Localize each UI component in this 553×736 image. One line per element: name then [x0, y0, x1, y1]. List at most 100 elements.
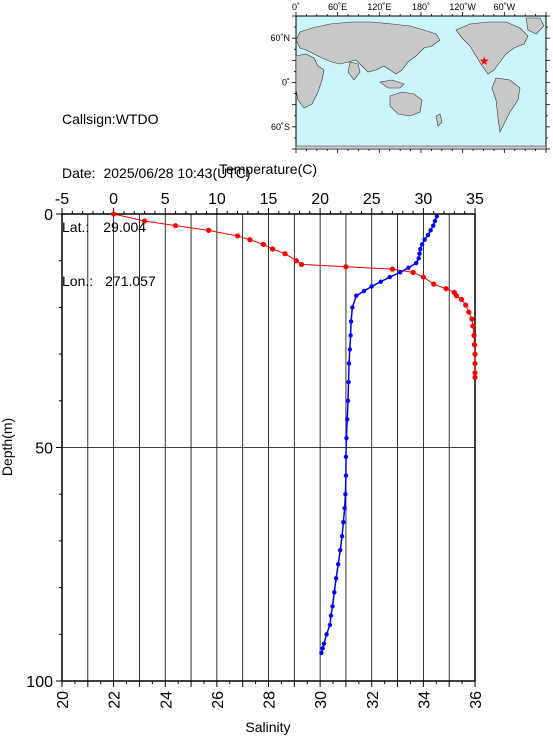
salinity-point — [378, 279, 383, 284]
salinity-point — [346, 361, 352, 366]
salinity-point — [347, 347, 353, 352]
salinity-point — [327, 622, 333, 628]
salinity-point — [321, 641, 327, 646]
temperature-tick-label: 0 — [109, 191, 118, 208]
salinity-tick-label: 32 — [365, 691, 382, 709]
salinity-point — [343, 454, 349, 460]
temperature-point — [142, 218, 148, 224]
land-north-america — [455, 21, 529, 75]
chart-frame — [56, 208, 476, 687]
salinity-point — [341, 520, 346, 525]
temperature-tick-label: 35 — [466, 191, 484, 208]
callsign-row: Callsign:WTDO — [62, 110, 251, 128]
date-value: 2025/06/28 10:43(UTC) — [103, 165, 251, 181]
salinity-point — [397, 270, 403, 275]
land-greenland — [525, 17, 545, 35]
salinity-series — [319, 214, 439, 656]
salinity-point — [333, 576, 339, 581]
position-star-icon: ★ — [479, 54, 490, 68]
land-new-zealand — [435, 113, 443, 127]
profile-chart: -5 0 5 10 15 20 25 30 35 20 22 24 26 28 30 32 34 36 0501… — [0, 161, 485, 735]
temperature-point — [472, 351, 478, 357]
date-row: Date: 2025/06/28 10:43(UTC) — [62, 164, 251, 182]
callsign-label: Callsign: — [62, 111, 116, 127]
lon-row: Lon.: 271.057 — [62, 272, 251, 290]
salinity-tick-label: 36 — [468, 691, 485, 709]
salinity-tick-label: 20 — [55, 691, 72, 709]
temperature-tick-label: 30 — [414, 191, 432, 208]
lat-label: Lat.: — [62, 219, 90, 235]
land-australia — [389, 91, 423, 117]
depth-tick-label: 50 — [35, 441, 53, 458]
salinity-tick-label: 28 — [262, 691, 279, 709]
map-frame — [292, 12, 550, 153]
salinity-tick-labels: 20 22 24 26 28 30 32 34 36 — [55, 691, 485, 709]
salinity-tick-label: 24 — [158, 691, 175, 709]
depth-axis-label: Depth(m) — [0, 418, 15, 476]
salinity-point — [342, 506, 347, 511]
map-lat-label: 0˚ — [282, 78, 290, 88]
map-lon-label: 180˚ — [412, 2, 430, 12]
temperature-point — [234, 233, 241, 239]
salinity-point — [361, 288, 367, 294]
temperature-point — [471, 332, 477, 339]
map-lon-label: 120˚W — [449, 2, 476, 12]
land-africa — [295, 53, 325, 109]
salinity-point — [338, 548, 343, 553]
salinity-point — [419, 242, 425, 247]
salinity-point — [346, 379, 351, 385]
temperature-series — [111, 211, 478, 381]
temperature-tick-label: -5 — [55, 191, 69, 208]
salinity-point — [348, 319, 354, 324]
temperature-tick-label: 10 — [208, 191, 226, 208]
salinity-point — [369, 284, 374, 289]
salinity-point — [354, 293, 359, 298]
salinity-axis-label: Salinity — [245, 719, 290, 735]
date-label: Date: — [62, 165, 96, 181]
salinity-point — [345, 417, 350, 422]
salinity-point — [319, 650, 324, 656]
map-lon-labels: 0˚ 60˚E 120˚E 180˚ 120˚W 60˚W — [292, 2, 516, 12]
temperature-point — [247, 237, 253, 243]
map-lon-label: 0˚ — [292, 2, 300, 12]
temperature-point — [206, 227, 212, 233]
temperature-point — [282, 251, 288, 257]
salinity-point — [344, 435, 349, 441]
salinity-point — [428, 228, 433, 233]
temperature-point — [471, 342, 478, 348]
map-lat-label: 60˚S — [271, 122, 290, 132]
map-lat-label: 60˚N — [270, 33, 290, 43]
salinity-tick-label: 34 — [416, 691, 433, 709]
salinity-point — [343, 473, 349, 478]
temperature-point — [472, 374, 478, 381]
temperature-point — [270, 246, 276, 252]
salinity-point — [432, 218, 438, 224]
salinity-point — [425, 232, 431, 238]
land-eurasia — [295, 21, 441, 75]
depth-tick-label: 0 — [44, 207, 53, 224]
land-indonesia — [379, 79, 405, 89]
temperature-axis-label: Temperature(C) — [219, 161, 317, 177]
temperature-tick-label: 25 — [363, 191, 381, 208]
temperature-point — [172, 223, 179, 229]
map-lon-label: 60˚W — [494, 2, 516, 12]
land-antarctica — [295, 145, 547, 150]
salinity-point — [339, 534, 345, 539]
salinity-point — [413, 260, 419, 266]
salinity-tick-label: 30 — [313, 691, 330, 709]
temperature-tick-label: 5 — [161, 191, 170, 208]
temperature-point — [466, 309, 472, 315]
salinity-point — [430, 223, 436, 228]
salinity-point — [332, 590, 337, 595]
temperature-point — [298, 261, 305, 268]
salinity-point — [343, 492, 348, 497]
map-lon-label: 120˚E — [367, 2, 391, 12]
temperature-point — [343, 264, 349, 270]
depth-tick-labels: 0 50 100 — [26, 207, 53, 691]
temperature-point — [410, 269, 416, 275]
salinity-point — [350, 305, 355, 310]
temperature-point — [443, 286, 449, 292]
location-map: ★ 0˚ 60˚E 120˚E 180˚ 120˚W 60˚W 60˚N 0˚ 60˚S — [270, 2, 550, 153]
salinity-point — [320, 646, 325, 651]
